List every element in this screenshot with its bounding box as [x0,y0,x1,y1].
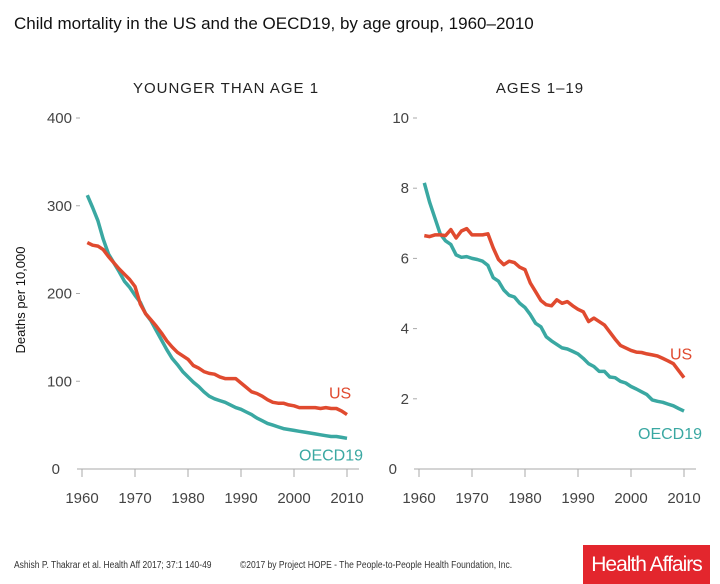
y-tick-label: 6 [401,250,409,267]
y-tick-label: 10 [392,110,409,127]
y-tick-label: 200 [47,286,72,303]
x-tick-label: 1970 [455,490,488,507]
y-tick-label: 400 [47,110,72,127]
series-label-oecd19: OECD19 [638,426,702,443]
x-tick-label: 2010 [667,490,700,507]
x-tick-label: 1990 [224,490,257,507]
y-tick-label: 4 [401,321,409,338]
panel-title: YOUNGER THAN AGE 1 [133,80,319,97]
x-tick-label: 2010 [330,490,363,507]
x-tick-label: 1960 [65,490,98,507]
x-tick-label: 1970 [118,490,151,507]
series-label-us: US [670,347,692,364]
y-tick-label: 0 [52,461,60,478]
x-tick-label: 2000 [277,490,310,507]
y-tick-label: 8 [401,180,409,197]
x-tick-label: 1960 [402,490,435,507]
x-tick-label: 1980 [508,490,541,507]
y-tick-label: 2 [401,391,409,408]
series-line-us [86,241,348,417]
x-tick-label: 1990 [561,490,594,507]
x-tick-label: 2000 [614,490,647,507]
panel-title: AGES 1–19 [496,80,584,97]
series-label-us: US [329,386,351,403]
citation: Ashish P. Thakrar et al. Health Aff 2017… [14,560,212,571]
series-label-oecd19: OECD19 [299,447,363,464]
health-affairs-logo: Health Affairs [583,545,710,584]
series-line-us [423,226,686,379]
y-tick-label: 0 [389,461,397,478]
copyright: ©2017 by Project HOPE - The People-to-Pe… [240,560,513,571]
series-line-oecd19 [422,182,685,413]
x-tick-label: 1980 [171,490,204,507]
y-axis-label: Deaths per 10,000 [13,247,28,354]
figure-title: Child mortality in the US and the OECD19… [14,14,534,33]
y-tick-label: 100 [47,373,72,390]
y-tick-label: 300 [47,198,72,215]
series-line-oecd19 [85,194,348,441]
